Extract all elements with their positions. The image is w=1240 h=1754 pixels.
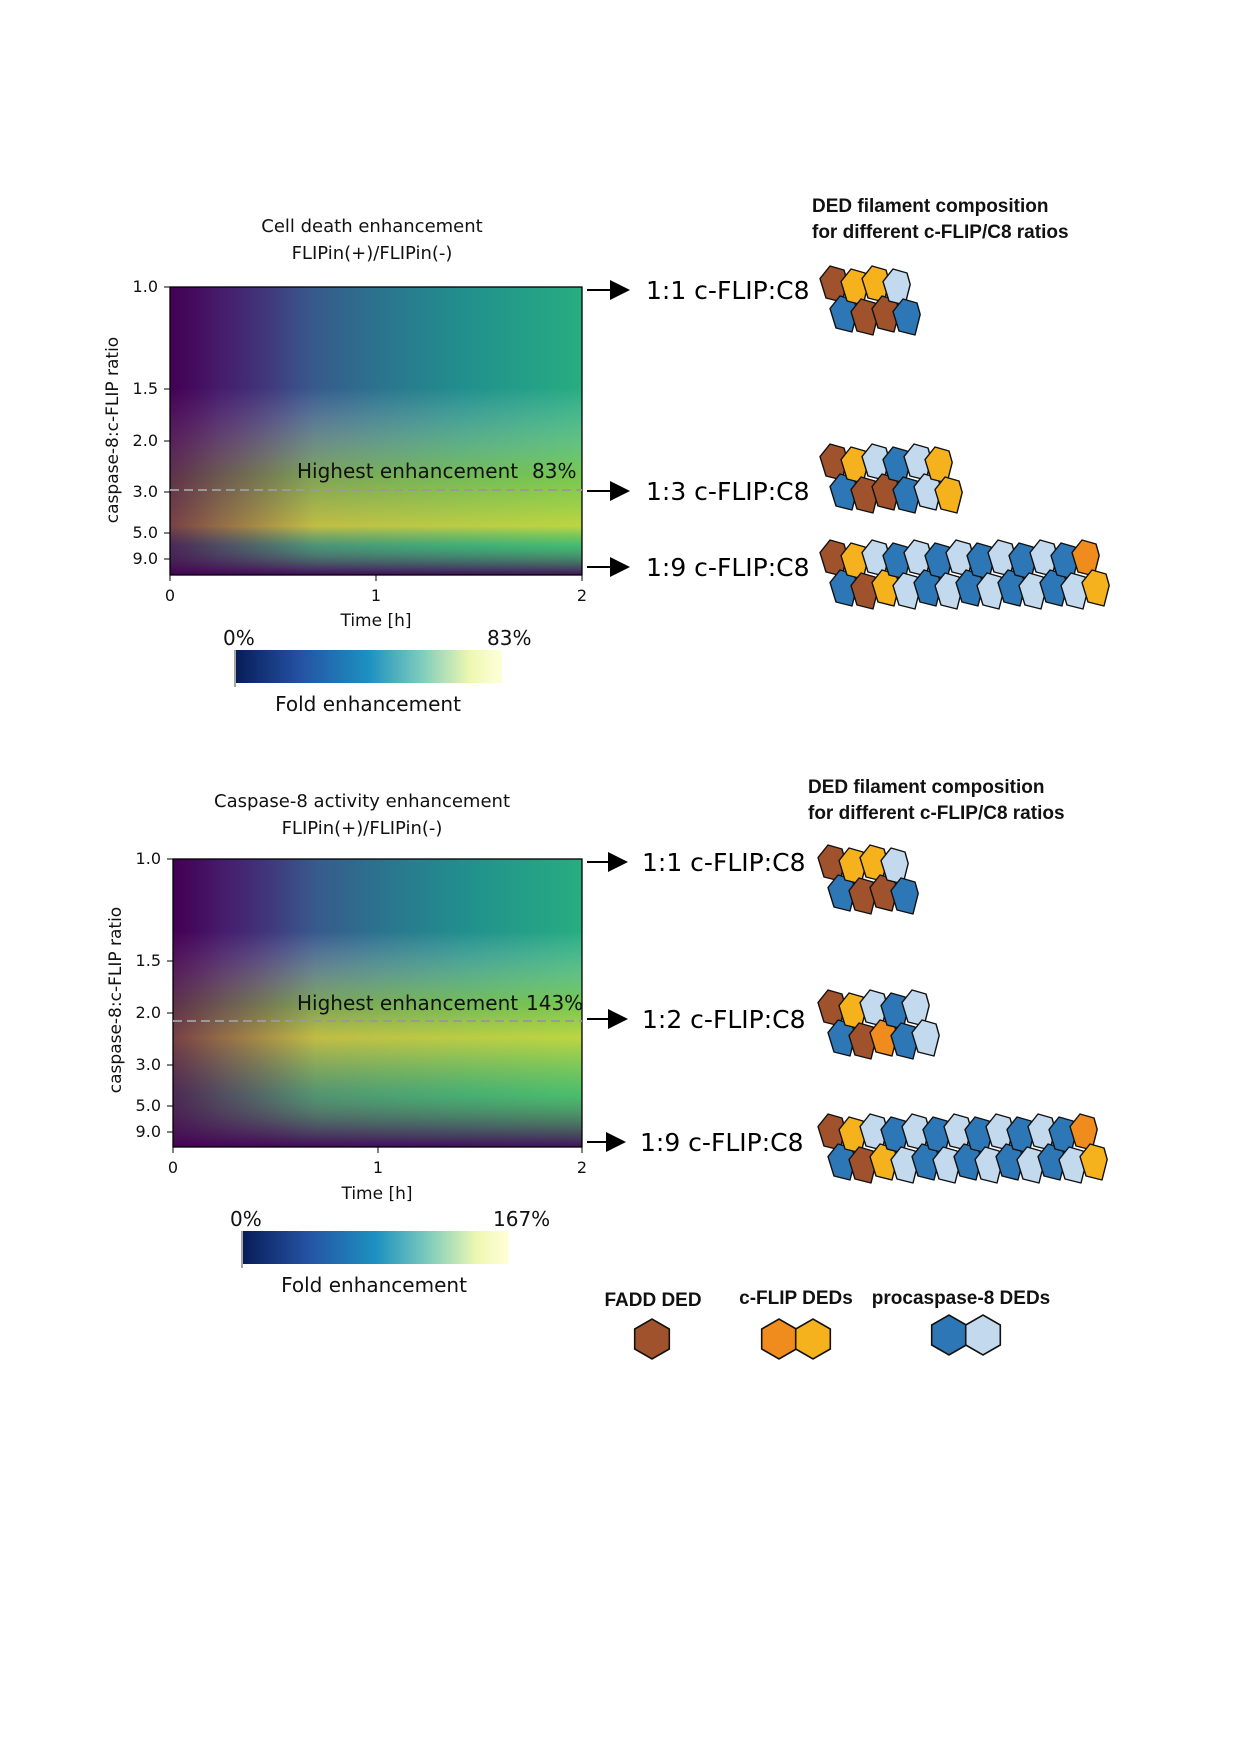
ded-subunit: [850, 476, 879, 514]
heatmap-area: [172, 858, 583, 1148]
x-axis-label: Time [h]: [340, 1184, 412, 1204]
ded-subunit: [850, 572, 879, 610]
chart-subtitle: FLIPin(+)/FLIPin(-): [292, 243, 453, 264]
x-tick-label: 1: [373, 1158, 383, 1177]
heatmap-area: [169, 286, 583, 576]
y-tick-label: 2.0: [133, 431, 158, 450]
chart-cell-death: Cell death enhancement FLIPin(+)/FLIPin(…: [103, 216, 810, 716]
colorbar-max: 167%: [493, 1207, 550, 1231]
legend-icons: [633, 1314, 1002, 1360]
chart-caspase8-activity: Caspase-8 activity enhancement FLIPin(+)…: [106, 791, 806, 1297]
ratio-label: 1:9 c-FLIP:C8: [640, 1128, 804, 1157]
ded-subunit: [892, 572, 921, 610]
ded-subunit: [890, 877, 919, 915]
y-tick-label: 5.0: [136, 1096, 161, 1115]
y-axis-label: caspase-8:c-FLIP ratio: [106, 907, 126, 1093]
ded-subunit: [1058, 1146, 1087, 1184]
ded-subunit: [932, 1146, 961, 1184]
casp8-ded2-icon: [964, 1314, 1002, 1356]
chart-title: Cell death enhancement: [261, 216, 482, 237]
ded-subunit: [890, 1022, 919, 1060]
x-tick-label: 2: [577, 1158, 587, 1177]
ratio-arrows: 1:1 c-FLIP:C8 1:2 c-FLIP:C8 1:9 c-FLIP:C…: [587, 848, 806, 1157]
y-tick-label: 1.5: [133, 379, 158, 398]
ded-subunit: [848, 1022, 877, 1060]
ded-subunit: [934, 572, 963, 610]
colorbar-gradient: [243, 1231, 509, 1264]
ded-subunit: [934, 476, 963, 514]
filament-heading-2: for different c-FLIP/C8 ratios: [808, 803, 1065, 824]
colorbar-label: Fold enhancement: [275, 692, 461, 716]
ded-subunit: [1079, 1143, 1108, 1181]
cflip-ded1-icon: [760, 1318, 798, 1360]
colorbar-max: 83%: [487, 626, 531, 650]
x-tick-label: 2: [577, 586, 587, 605]
ratio-label: 1:1 c-FLIP:C8: [642, 848, 806, 877]
ded-subunit: [1081, 569, 1110, 607]
chart-subtitle: FLIPin(+)/FLIPin(-): [282, 818, 443, 839]
colorbar: 0% 83% Fold enhancement: [223, 626, 531, 716]
x-tick-label: 0: [168, 1158, 178, 1177]
filament-heading-1: DED filament composition: [808, 777, 1044, 798]
ded-subunit: [890, 1146, 919, 1184]
chart-title: Caspase-8 activity enhancement: [214, 791, 510, 812]
legend-casp8-label: procaspase-8 DEDs: [872, 1288, 1050, 1309]
legend: FADD DED c-FLIP DEDs procaspase-8 DEDs: [604, 1288, 1050, 1360]
ded-subunit: [911, 1019, 940, 1057]
ded-subunit: [848, 1146, 877, 1184]
ded-subunit: [892, 476, 921, 514]
y-tick-label: 3.0: [133, 482, 158, 501]
ded-subunit: [850, 298, 879, 336]
x-axis-label: Time [h]: [339, 611, 411, 631]
y-tick-label: 1.0: [136, 849, 161, 868]
x-ticks: 0 1 2: [168, 1147, 587, 1177]
ded-subunit: [848, 877, 877, 915]
highlight-value: 143%: [526, 991, 583, 1015]
x-tick-label: 1: [371, 586, 381, 605]
colorbar-min: 0%: [230, 1207, 262, 1231]
y-tick-label: 9.0: [133, 549, 158, 568]
casp8-ded1-icon: [930, 1314, 968, 1356]
highlight-label: Highest enhancement: [297, 991, 518, 1015]
ded-subunit: [1016, 1146, 1045, 1184]
y-tick-label: 3.0: [136, 1055, 161, 1074]
ratio-label: 1:3 c-FLIP:C8: [646, 477, 810, 506]
ded-subunit: [892, 298, 921, 336]
ded-subunit: [976, 572, 1005, 610]
ratio-label: 1:2 c-FLIP:C8: [642, 1005, 806, 1034]
y-axis-label: caspase-8:c-FLIP ratio: [103, 337, 123, 523]
fadd-ded-icon: [633, 1318, 671, 1360]
y-tick-label: 2.0: [136, 1003, 161, 1022]
y-tick-label: 9.0: [136, 1122, 161, 1141]
filament-heading-1: DED filament composition: [812, 196, 1048, 217]
filament-diagrams: [817, 265, 1110, 1184]
ded-subunit: [1018, 572, 1047, 610]
y-tick-label: 5.0: [133, 523, 158, 542]
ded-subunit: [1060, 572, 1089, 610]
highlight-label: Highest enhancement: [297, 459, 518, 483]
y-tick-label: 1.5: [136, 951, 161, 970]
legend-fadd-label: FADD DED: [604, 1290, 701, 1311]
filament-heading-2: for different c-FLIP/C8 ratios: [812, 222, 1069, 243]
ratio-label: 1:1 c-FLIP:C8: [646, 276, 810, 305]
ded-subunit: [974, 1146, 1003, 1184]
y-ticks: 1.0 1.5 2.0 3.0 5.0 9.0: [136, 849, 173, 1141]
ratio-label: 1:9 c-FLIP:C8: [646, 553, 810, 582]
cflip-ded2-icon: [794, 1318, 832, 1360]
colorbar-min: 0%: [223, 626, 255, 650]
colorbar-label: Fold enhancement: [281, 1273, 467, 1297]
colorbar-gradient: [236, 650, 502, 683]
x-tick-label: 0: [165, 586, 175, 605]
ratio-arrows: 1:1 c-FLIP:C8 1:3 c-FLIP:C8 1:9 c-FLIP:C…: [587, 276, 810, 582]
y-ticks: 1.0 1.5 2.0 3.0 5.0 9.0: [133, 277, 170, 568]
y-tick-label: 1.0: [133, 277, 158, 296]
highlight-value: 83%: [532, 459, 576, 483]
legend-cflip-label: c-FLIP DEDs: [739, 1288, 853, 1309]
colorbar: 0% 167% Fold enhancement: [230, 1207, 550, 1297]
x-ticks: 0 1 2: [165, 575, 587, 605]
